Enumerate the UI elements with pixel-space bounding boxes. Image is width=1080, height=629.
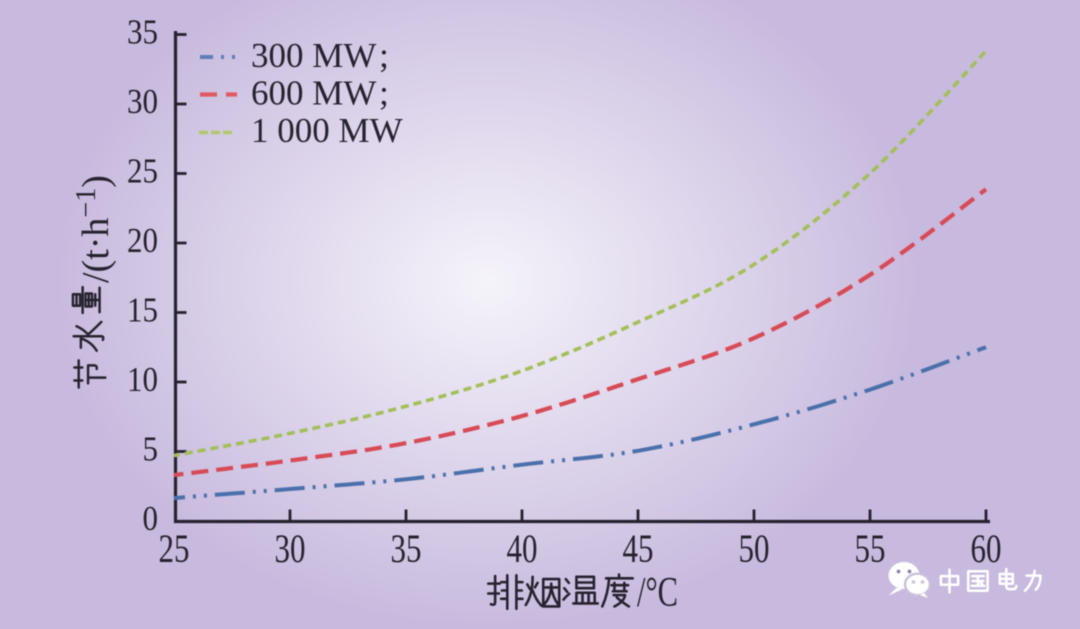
svg-text:60: 60 — [971, 526, 1002, 571]
svg-text:25: 25 — [127, 152, 158, 191]
svg-text:35: 35 — [127, 13, 158, 52]
svg-text:/(t·h−1): /(t·h−1) — [71, 175, 117, 283]
svg-text:30: 30 — [127, 82, 158, 121]
svg-text:25: 25 — [159, 526, 190, 571]
svg-text:50: 50 — [739, 526, 770, 571]
svg-text:45: 45 — [623, 526, 654, 571]
svg-text:55: 55 — [855, 526, 886, 571]
svg-text:15: 15 — [127, 291, 158, 330]
svg-text:30: 30 — [275, 526, 306, 571]
svg-text:600 MW;: 600 MW; — [251, 74, 389, 113]
svg-text:5: 5 — [143, 430, 159, 469]
svg-text:0: 0 — [143, 499, 159, 538]
svg-text:20: 20 — [127, 221, 158, 260]
svg-text:10: 10 — [127, 360, 158, 399]
svg-text:35: 35 — [391, 526, 422, 571]
svg-text:1 000 MW: 1 000 MW — [251, 111, 403, 150]
svg-text:300 MW;: 300 MW; — [251, 36, 389, 75]
svg-text:/°C: /°C — [637, 570, 678, 616]
svg-text:40: 40 — [507, 526, 538, 571]
